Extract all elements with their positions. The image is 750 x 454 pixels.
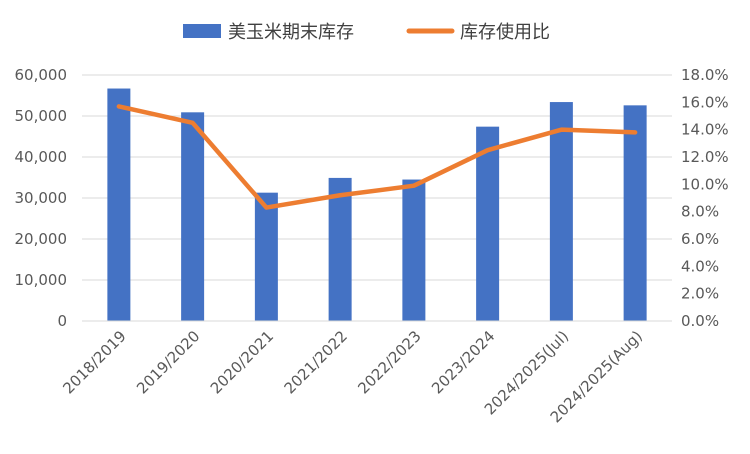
y-left-tick-label: 50,000: [15, 107, 68, 125]
y-right-tick-label: 6.0%: [681, 230, 719, 248]
y-right-tick-label: 12.0%: [681, 148, 729, 166]
y-left-tick-label: 10,000: [15, 271, 68, 289]
bar: [181, 112, 204, 321]
y-left-tick-label: 30,000: [15, 189, 68, 207]
y-right-tick-label: 0.0%: [681, 312, 719, 330]
legend-label-line: 库存使用比: [460, 22, 550, 43]
y-left-tick-label: 20,000: [15, 230, 68, 248]
y-right-tick-label: 8.0%: [681, 203, 719, 221]
y-right-tick-label: 16.0%: [681, 93, 729, 111]
y-right-tick-label: 14.0%: [681, 121, 729, 139]
x-tick-label: 2023/2024: [428, 327, 498, 397]
x-tick-label: 2018/2019: [59, 327, 129, 397]
legend-label-bar: 美玉米期末库存: [228, 22, 354, 43]
right-axis: 0.0% 2.0% 4.0% 6.0% 8.0% 10.0% 12.0% 14.0% 16.0%…: [681, 66, 729, 330]
x-tick-label: 2022/2023: [354, 327, 424, 397]
legend-swatch-bar: [183, 24, 221, 38]
y-left-tick-label: 60,000: [15, 66, 68, 84]
y-right-tick-label: 18.0%: [681, 66, 729, 84]
x-tick-label: 2019/2020: [133, 327, 203, 397]
bar: [107, 89, 130, 321]
bar: [550, 102, 573, 321]
y-left-tick-label: 40,000: [15, 148, 68, 166]
gridlines: [82, 75, 672, 321]
y-right-tick-label: 4.0%: [681, 257, 719, 275]
y-left-tick-label: 0: [57, 312, 67, 330]
x-tick-label: 2021/2022: [281, 327, 351, 397]
bar: [255, 193, 278, 321]
bar: [402, 180, 425, 321]
x-tick-label: 2020/2021: [207, 327, 277, 397]
bar: [329, 178, 352, 321]
left-axis: 0 10,000 20,000 30,000 40,000 50,000 60,000: [15, 66, 68, 330]
y-right-tick-label: 10.0%: [681, 175, 729, 193]
bar: [624, 105, 647, 321]
legend: 美玉米期末库存 库存使用比: [183, 22, 550, 43]
y-right-tick-label: 2.0%: [681, 285, 719, 303]
